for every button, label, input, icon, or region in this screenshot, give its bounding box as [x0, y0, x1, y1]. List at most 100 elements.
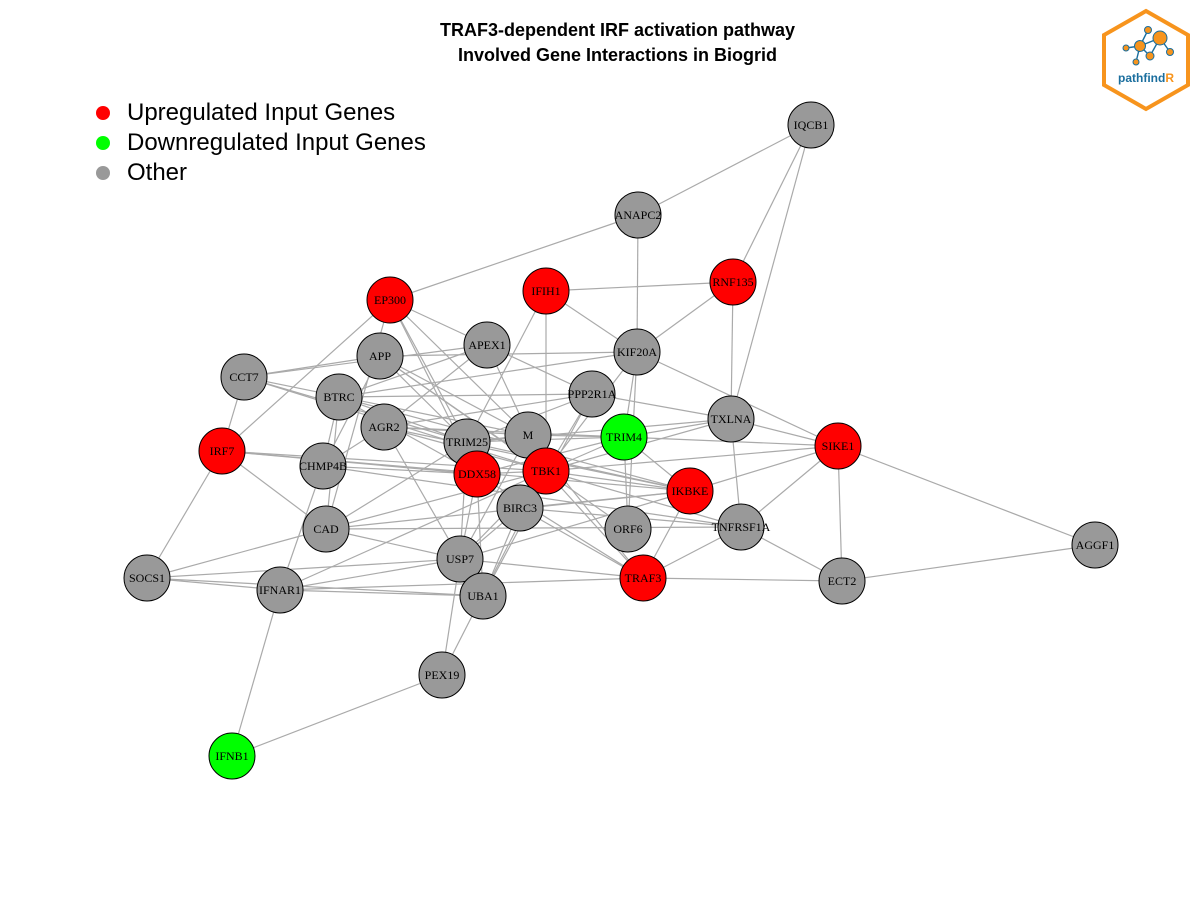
legend-label-upregulated: Upregulated Input Genes: [127, 99, 396, 126]
legend-item-other: Other: [96, 158, 426, 188]
node-circle: [522, 267, 570, 315]
node-tbk1: TBK1: [522, 447, 570, 495]
node-label: TRIM25: [446, 435, 488, 449]
edge-sike1-tbk1: [545, 445, 839, 472]
node-orf6: ORF6: [604, 505, 652, 553]
node-circle: [356, 332, 404, 380]
node-circle: [123, 554, 171, 602]
node-uba1: UBA1: [459, 572, 507, 620]
edge-sike1-aggf1: [837, 445, 1096, 546]
edge-ep300-irf7: [221, 299, 391, 452]
node-label: TRIM4: [606, 430, 642, 444]
node-label: AGR2: [368, 420, 399, 434]
edge-anapc2-ep300: [389, 214, 639, 301]
node-circle: [707, 395, 755, 443]
node-circle: [666, 467, 714, 515]
node-circle: [208, 732, 256, 780]
node-circle: [299, 442, 347, 490]
logo-hexagon: [1102, 8, 1190, 112]
node-birc3: BIRC3: [496, 484, 544, 532]
node-aggf1: AGGF1: [1071, 521, 1119, 569]
node-label: KIF20A: [617, 345, 657, 359]
node-label: TXLNA: [711, 412, 752, 426]
legend-item-downregulated: Downregulated Input Genes: [96, 128, 426, 158]
node-label: SIKE1: [822, 439, 855, 453]
node-circle: [1071, 521, 1119, 569]
edge-trim25-ikbke: [466, 441, 691, 492]
node-label: TRAF3: [625, 571, 662, 585]
node-btrc: BTRC: [315, 373, 363, 421]
node-label: IRF7: [210, 444, 235, 458]
edge-tbk1-tnfrsf1a: [545, 470, 742, 528]
edge-ep300-trim25: [389, 299, 468, 443]
node-label: CAD: [313, 522, 339, 536]
edge-ikbke-usp7: [459, 490, 691, 560]
node-pex19: PEX19: [418, 651, 466, 699]
node-label: SOCS1: [129, 571, 165, 585]
edge-tbk1-ikbke: [545, 470, 691, 492]
edge-ifnar1-ifnb1: [231, 589, 281, 757]
node-kif20a: KIF20A: [613, 328, 661, 376]
node-circle: [436, 535, 484, 583]
node-label: UBA1: [467, 589, 498, 603]
node-agr2: AGR2: [360, 403, 408, 451]
node-label: M: [523, 428, 534, 442]
node-ifnar1: IFNAR1: [256, 566, 304, 614]
node-label: TBK1: [531, 464, 561, 478]
logo-network-nodes: [1122, 26, 1174, 66]
node-rnf135: RNF135: [709, 258, 757, 306]
legend-dot-downregulated: [96, 136, 110, 150]
node-label: BIRC3: [503, 501, 537, 515]
edge-m-usp7: [459, 434, 529, 560]
node-circle: [787, 101, 835, 149]
edge-sike1-ikbke: [689, 445, 839, 492]
node-ifnb1: IFNB1: [208, 732, 256, 780]
node-circle: [418, 651, 466, 699]
node-sike1: SIKE1: [814, 422, 862, 470]
node-ep300: EP300: [366, 276, 414, 324]
node-ikbke: IKBKE: [666, 467, 714, 515]
node-circle: [568, 370, 616, 418]
node-label: IFNAR1: [259, 583, 301, 597]
node-circle: [302, 505, 350, 553]
node-circle: [256, 566, 304, 614]
edge-trim25-cad: [325, 441, 468, 530]
node-label: APP: [369, 349, 391, 363]
edge-tbk1-traf3: [545, 470, 644, 579]
logo-text: pathfindR: [1118, 71, 1174, 85]
node-label: IFIH1: [531, 284, 560, 298]
edge-agr2-usp7: [383, 426, 461, 560]
node-cad: CAD: [302, 505, 350, 553]
node-tnfrsf1a: TNFRSF1A: [712, 503, 771, 551]
node-label: IQCB1: [794, 118, 829, 132]
edge-ifnar1-uba1: [279, 589, 484, 597]
node-label: BTRC: [323, 390, 354, 404]
node-layer: IQCB1 ANAPC2 RNF135 IFIH1 EP300 APEX1 APP KIF20…: [123, 101, 1119, 780]
edge-iqcb1-anapc2: [637, 124, 812, 216]
edge-btrc-ppp2r1a: [338, 393, 593, 398]
node-iqcb1: IQCB1: [787, 101, 835, 149]
node-circle: [459, 572, 507, 620]
node-circle: [496, 484, 544, 532]
edge-traf3-ifnar1: [279, 577, 644, 591]
node-circle: [463, 321, 511, 369]
edge-traf3-ect2: [642, 577, 843, 582]
edge-usp7-socs1: [146, 558, 461, 579]
edge-aggf1-ect2: [841, 544, 1096, 582]
node-anapc2: ANAPC2: [614, 191, 662, 239]
node-ect2: ECT2: [818, 557, 866, 605]
edge-kif20a-btrc: [338, 351, 638, 398]
node-label: PPP2R1A: [568, 387, 617, 401]
node-circle: [600, 413, 648, 461]
edge-birc3-traf3: [519, 507, 644, 579]
node-label: RNF135: [712, 275, 753, 289]
node-label: IKBKE: [672, 484, 709, 498]
node-circle: [717, 503, 765, 551]
node-label: PEX19: [425, 668, 460, 682]
node-circle: [315, 373, 363, 421]
edge-irf7-socs1: [146, 450, 223, 579]
node-label: AGGF1: [1076, 538, 1115, 552]
legend-item-upregulated: Upregulated Input Genes: [96, 98, 426, 128]
node-circle: [366, 276, 414, 324]
